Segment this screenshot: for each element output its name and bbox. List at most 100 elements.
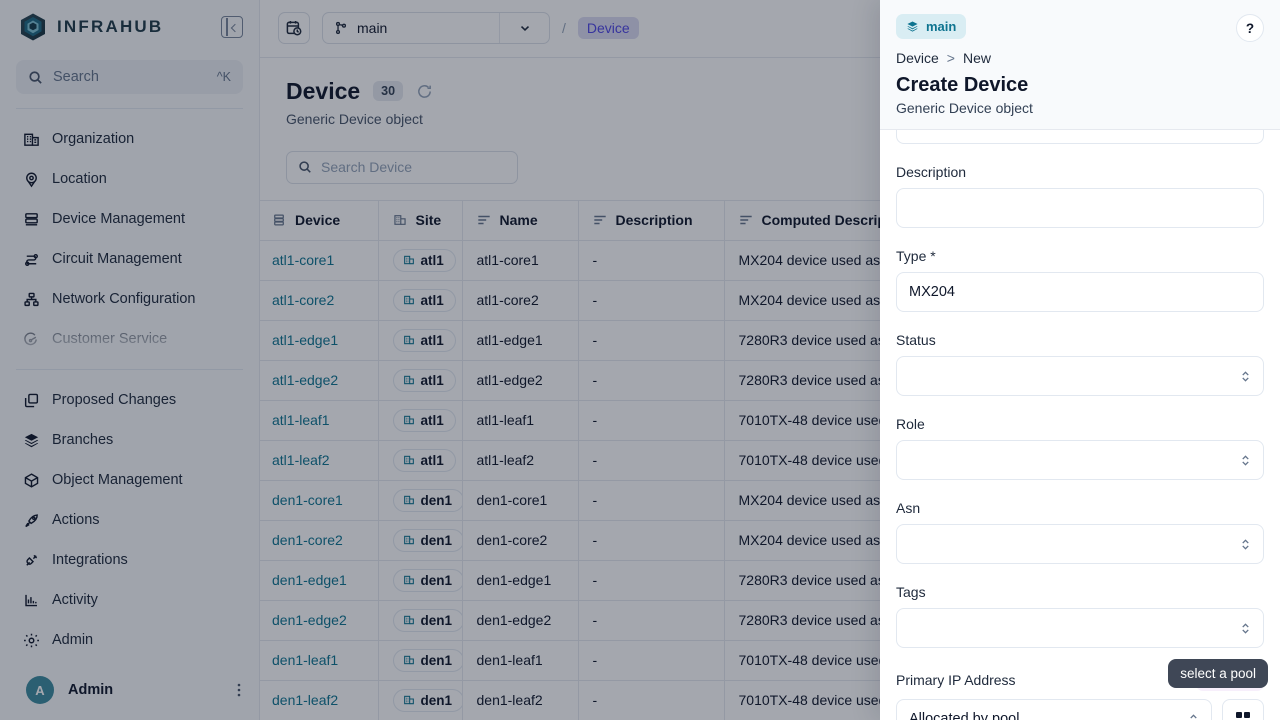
chevron-down-icon[interactable] [499,13,549,44]
cell-device[interactable]: den1-leaf2 [260,679,379,720]
cell-device[interactable]: atl1-edge2 [260,359,379,400]
site-chip[interactable]: den1 [392,648,461,672]
site-chip[interactable]: den1 [392,608,461,632]
site-chip[interactable]: den1 [392,488,461,512]
device-link[interactable]: den1-core2 [272,532,343,548]
git-branch-icon [334,21,348,35]
layers-icon [22,431,40,449]
cell-name: den1-edge2 [462,599,579,640]
sidebar-item-network-configuration[interactable]: Network Configuration [0,279,259,319]
sidebar-item-actions[interactable]: Actions [0,500,259,540]
text-icon [593,214,607,226]
branch-name: main [357,20,388,37]
status-select[interactable] [896,356,1264,396]
brand[interactable]: INFRAHUB [18,12,163,42]
sidebar-item-object-management[interactable]: Object Management [0,460,259,500]
site-chip[interactable]: atl1 [392,368,456,392]
table-column-description[interactable]: Description [578,199,725,240]
kebab-icon[interactable] [237,682,241,698]
sidebar-item-label: Activity [52,592,98,609]
chart-icon [22,591,40,609]
cell-device[interactable]: atl1-leaf1 [260,399,379,440]
cell-description: - [578,559,725,600]
panel-collapse-icon[interactable] [221,16,243,38]
sidebar-item-organization[interactable]: Organization [0,119,259,159]
cell-device[interactable]: den1-core2 [260,519,379,560]
sidebar-item-circuit-management[interactable]: Circuit Management [0,239,259,279]
calendar-clock-icon[interactable] [278,12,310,45]
description-input[interactable] [896,188,1264,228]
device-link[interactable]: den1-edge1 [272,572,347,588]
table-column-name[interactable]: Name [462,199,579,240]
site-chip[interactable]: den1 [392,688,461,712]
device-link[interactable]: atl1-core2 [272,292,335,308]
device-link[interactable]: atl1-leaf1 [272,412,330,428]
sidebar-item-device-management[interactable]: Device Management [0,199,259,239]
sidebar-item-label: Network Configuration [52,291,196,308]
panel-header: main ? Device > New Create Device Generi… [880,0,1280,130]
sidebar-item-activity[interactable]: Activity [0,580,259,620]
device-link[interactable]: den1-leaf1 [272,652,339,668]
role-select[interactable] [896,440,1264,480]
sidebar-item-customer-service[interactable]: Customer Service [0,319,259,359]
cell-device[interactable]: atl1-leaf2 [260,439,379,480]
site-label: atl1 [420,252,444,268]
table-column-site[interactable]: Site [378,199,463,240]
breadcrumb-parent[interactable]: Device [896,50,939,66]
building-icon [22,130,40,148]
cell-device[interactable]: den1-edge1 [260,559,379,600]
sidebar-search-input[interactable]: Search ^K [16,60,243,95]
branch-selector[interactable]: main [322,12,550,45]
cell-name: den1-leaf1 [462,639,579,680]
sidebar-item-location[interactable]: Location [0,159,259,199]
tags-select[interactable] [896,608,1264,648]
site-chip[interactable]: atl1 [392,288,456,312]
sidebar-item-label: Organization [52,131,135,148]
device-link[interactable]: atl1-leaf2 [272,452,330,468]
site-chip[interactable]: atl1 [392,408,456,432]
scrolled-off-input[interactable] [896,130,1264,144]
breadcrumb[interactable]: Device [577,17,639,40]
sidebar-search-placeholder: Search [53,69,99,86]
site-chip[interactable]: den1 [392,528,461,552]
field-label-description: Description [896,164,967,180]
select-pool-button[interactable] [1222,699,1264,720]
sidebar-item-integrations[interactable]: Integrations [0,540,259,580]
device-link[interactable]: atl1-edge2 [272,372,339,388]
type-input[interactable]: MX204 [896,272,1264,312]
help-button[interactable]: ? [1236,14,1264,42]
cell-device[interactable]: atl1-core1 [260,239,379,280]
cell-site: atl1 [378,319,463,360]
cell-description: - [578,239,725,280]
site-chip[interactable]: den1 [392,568,461,592]
cell-device[interactable]: atl1-core2 [260,279,379,320]
device-link[interactable]: den1-edge2 [272,612,347,628]
cell-name: den1-edge1 [462,559,579,600]
device-link[interactable]: den1-core1 [272,492,343,508]
asn-select[interactable] [896,524,1264,564]
sidebar-item-admin[interactable]: Admin [0,620,259,660]
sidebar-user[interactable]: A Admin [0,666,259,720]
device-link[interactable]: atl1-core1 [272,252,335,268]
site-chip[interactable]: atl1 [392,448,456,472]
sidebar-search-shortcut: ^K [216,70,231,85]
cell-device[interactable]: den1-edge2 [260,599,379,640]
cell-name: den1-core2 [462,519,579,560]
cell-device[interactable]: den1-leaf1 [260,639,379,680]
table-column-device[interactable]: Device [260,199,379,240]
site-chip[interactable]: atl1 [392,248,456,272]
refresh-icon[interactable] [416,83,433,100]
panel-branch-badge[interactable]: main [896,14,967,39]
sidebar-item-branches[interactable]: Branches [0,420,259,460]
device-link[interactable]: atl1-edge1 [272,332,339,348]
search-input[interactable]: Search Device [286,150,518,184]
sidebar-item-proposed-changes[interactable]: Proposed Changes [0,380,259,420]
site-chip[interactable]: atl1 [392,328,456,352]
cell-description: - [578,439,725,480]
cell-device[interactable]: den1-core1 [260,479,379,520]
primary-ip-select[interactable]: Allocated by pool [896,699,1212,720]
cell-device[interactable]: atl1-edge1 [260,319,379,360]
page-subtitle: Generic Device object [286,110,423,127]
building-icon [403,534,415,546]
device-link[interactable]: den1-leaf2 [272,692,339,709]
